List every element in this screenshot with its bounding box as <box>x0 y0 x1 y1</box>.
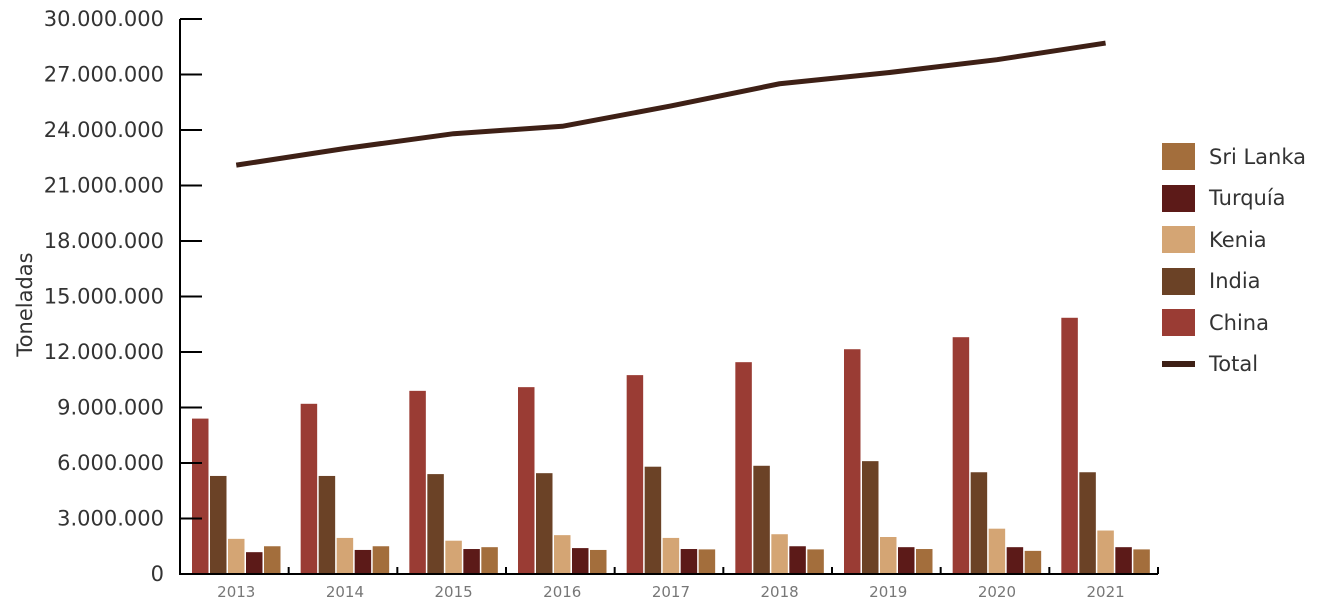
bar-china-2014 <box>300 403 318 574</box>
x-tick-label: 2020 <box>978 583 1016 601</box>
bar-china-2018 <box>735 362 752 574</box>
bar-turquia-2020 <box>1006 547 1024 574</box>
y-tick-label: 24.000.000 <box>44 118 164 142</box>
legend-swatch <box>1162 361 1195 368</box>
bar-china-2015 <box>409 390 426 574</box>
legend-item-total: Total <box>1162 344 1306 386</box>
legend-item-india: India <box>1162 261 1306 303</box>
x-tick-label: 2015 <box>434 583 472 601</box>
legend-label: Kenia <box>1209 227 1267 252</box>
legend-item-turquia: Turquía <box>1162 178 1306 220</box>
bar-turquia-2016 <box>572 548 589 574</box>
y-tick-label: 12.000.000 <box>44 340 164 364</box>
bar-turquia-2015 <box>463 549 480 574</box>
x-tick-label: 2018 <box>760 583 798 601</box>
bar-china-2017 <box>626 375 644 574</box>
legend-label: Turquía <box>1209 186 1286 211</box>
bar-india-2018 <box>753 465 770 574</box>
bar-china-2016 <box>518 387 535 574</box>
bar-sri-lanka-2017 <box>698 549 716 574</box>
bar-india-2020 <box>970 472 988 574</box>
x-tick-label: 2014 <box>326 583 364 601</box>
bar-turquia-2013 <box>246 552 263 574</box>
bar-india-2013 <box>210 475 227 574</box>
bar-sri-lanka-2014 <box>372 546 390 574</box>
legend-label: China <box>1209 310 1269 335</box>
legend-label: India <box>1209 269 1261 294</box>
legend-item-china: China <box>1162 302 1306 344</box>
bar-kenia-2017 <box>662 537 680 574</box>
bar-turquia-2017 <box>680 549 698 574</box>
legend-swatch <box>1162 267 1195 295</box>
bar-kenia-2016 <box>554 535 571 574</box>
bar-kenia-2018 <box>771 534 788 574</box>
y-tick-label: 18.000.000 <box>44 229 164 253</box>
x-tick-label: 2019 <box>869 583 907 601</box>
bar-sri-lanka-2016 <box>590 549 607 574</box>
bar-kenia-2015 <box>445 540 462 574</box>
legend-label: Total <box>1209 352 1259 377</box>
bar-india-2019 <box>862 461 879 574</box>
y-tick-label: 15.000.000 <box>44 285 164 309</box>
bar-india-2021 <box>1079 472 1096 574</box>
bar-kenia-2021 <box>1097 530 1114 574</box>
x-tick-label: 2017 <box>652 583 690 601</box>
line-total <box>235 40 1106 168</box>
x-tick-label: 2016 <box>543 583 581 601</box>
y-tick-label: 21.000.000 <box>44 174 164 198</box>
bar-kenia-2014 <box>336 537 354 574</box>
bar-china-2021 <box>1061 317 1078 574</box>
bar-turquia-2018 <box>789 546 806 574</box>
bar-india-2016 <box>536 473 553 574</box>
bar-turquia-2021 <box>1115 547 1132 574</box>
bar-china-2020 <box>952 337 970 574</box>
bar-india-2017 <box>644 466 662 574</box>
legend-swatch <box>1162 184 1195 212</box>
bar-kenia-2019 <box>880 537 897 574</box>
bar-china-2019 <box>844 349 861 574</box>
bar-kenia-2020 <box>988 528 1006 574</box>
bar-india-2015 <box>427 474 444 574</box>
x-tick-label: 2021 <box>1086 583 1124 601</box>
legend-swatch <box>1162 226 1195 254</box>
y-tick-label: 0 <box>151 562 164 586</box>
bar-sri-lanka-2020 <box>1024 550 1042 574</box>
legend-swatch <box>1162 143 1195 171</box>
y-tick-label: 27.000.000 <box>44 63 164 87</box>
bar-kenia-2013 <box>228 538 245 574</box>
legend-swatch <box>1162 309 1195 337</box>
y-tick-label: 9.000.000 <box>57 396 164 420</box>
bar-sri-lanka-2015 <box>481 547 498 574</box>
legend-item-kenia: Kenia <box>1162 219 1306 261</box>
x-tick-label: 2013 <box>217 583 255 601</box>
legend: Sri Lanka Turquía Kenia India China Total <box>1162 136 1306 385</box>
y-tick-label: 6.000.000 <box>57 451 164 475</box>
y-axis-title: Toneladas <box>13 252 37 357</box>
legend-label: Sri Lanka <box>1209 144 1307 169</box>
bar-sri-lanka-2021 <box>1133 549 1150 574</box>
legend-item-sri-lanka: Sri Lanka <box>1162 136 1306 178</box>
y-tick-label: 3.000.000 <box>57 507 164 531</box>
bar-china-2013 <box>192 418 209 574</box>
bar-sri-lanka-2019 <box>916 549 933 574</box>
bar-turquia-2014 <box>354 549 372 574</box>
bar-india-2014 <box>318 475 336 574</box>
y-tick-label: 30.000.000 <box>44 7 164 31</box>
bar-sri-lanka-2018 <box>807 549 824 574</box>
bar-sri-lanka-2013 <box>264 546 281 574</box>
bar-turquia-2019 <box>898 547 915 574</box>
